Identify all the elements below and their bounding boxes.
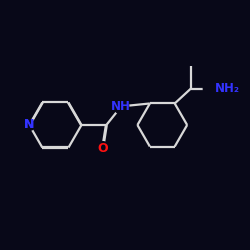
Circle shape [96,142,110,156]
Text: N: N [24,118,34,132]
Text: NH₂: NH₂ [214,82,240,95]
Text: N: N [24,118,34,132]
Text: O: O [97,142,108,155]
Circle shape [114,99,129,114]
Text: NH: NH [111,100,131,113]
Circle shape [203,80,221,97]
Circle shape [24,120,35,130]
